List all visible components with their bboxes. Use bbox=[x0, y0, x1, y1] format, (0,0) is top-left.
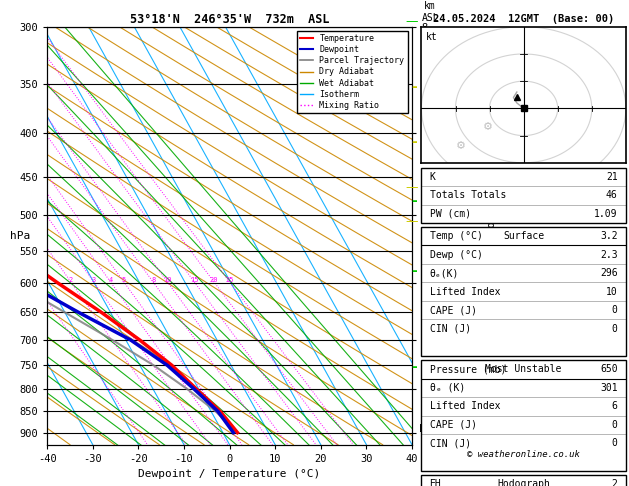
Text: 6: 6 bbox=[612, 401, 618, 411]
Text: Lifted Index: Lifted Index bbox=[430, 401, 500, 411]
Text: ⚙: ⚙ bbox=[483, 122, 493, 132]
Text: 4: 4 bbox=[109, 277, 113, 283]
FancyBboxPatch shape bbox=[421, 168, 626, 223]
X-axis label: Dewpoint / Temperature (°C): Dewpoint / Temperature (°C) bbox=[138, 469, 321, 479]
Text: θₑ(K): θₑ(K) bbox=[430, 268, 459, 278]
Text: 25: 25 bbox=[226, 277, 234, 283]
Text: 21: 21 bbox=[606, 172, 618, 182]
Text: 10: 10 bbox=[164, 277, 172, 283]
Text: 301: 301 bbox=[600, 383, 618, 393]
Text: Pressure (mb): Pressure (mb) bbox=[430, 364, 506, 374]
Text: LCL: LCL bbox=[419, 424, 437, 434]
Text: 1.09: 1.09 bbox=[594, 209, 618, 219]
Text: K: K bbox=[430, 172, 435, 182]
Text: 3.2: 3.2 bbox=[600, 231, 618, 241]
Text: —: — bbox=[406, 16, 418, 28]
Text: EH: EH bbox=[430, 479, 442, 486]
Text: 3: 3 bbox=[92, 277, 96, 283]
Text: -: - bbox=[411, 136, 417, 149]
Text: 650: 650 bbox=[600, 364, 618, 374]
Text: 2.3: 2.3 bbox=[600, 250, 618, 260]
Text: Totals Totals: Totals Totals bbox=[430, 191, 506, 200]
Text: kt: kt bbox=[426, 32, 437, 42]
Text: -: - bbox=[411, 264, 417, 278]
Text: 0: 0 bbox=[612, 305, 618, 315]
Text: 46: 46 bbox=[606, 191, 618, 200]
Text: 0: 0 bbox=[612, 438, 618, 448]
Title: 53°18'N  246°35'W  732m  ASL: 53°18'N 246°35'W 732m ASL bbox=[130, 13, 330, 26]
Text: 296: 296 bbox=[600, 268, 618, 278]
Text: Hodograph: Hodograph bbox=[497, 479, 550, 486]
Text: Dewp (°C): Dewp (°C) bbox=[430, 250, 482, 260]
Text: CIN (J): CIN (J) bbox=[430, 438, 470, 448]
Text: Surface: Surface bbox=[503, 231, 544, 241]
Legend: Temperature, Dewpoint, Parcel Trajectory, Dry Adiabat, Wet Adiabat, Isotherm, Mi: Temperature, Dewpoint, Parcel Trajectory… bbox=[297, 31, 408, 113]
Text: 20: 20 bbox=[210, 277, 218, 283]
Text: Temp (°C): Temp (°C) bbox=[430, 231, 482, 241]
Text: ⚙: ⚙ bbox=[455, 141, 465, 151]
Text: © weatheronline.co.uk: © weatheronline.co.uk bbox=[467, 450, 580, 459]
Text: 24.05.2024  12GMT  (Base: 00): 24.05.2024 12GMT (Base: 00) bbox=[433, 14, 615, 24]
Text: —: — bbox=[406, 0, 418, 4]
Text: 15: 15 bbox=[190, 277, 199, 283]
Text: CAPE (J): CAPE (J) bbox=[430, 420, 477, 430]
Text: Most Unstable: Most Unstable bbox=[486, 364, 562, 374]
Text: —: — bbox=[406, 215, 418, 227]
Text: PW (cm): PW (cm) bbox=[430, 209, 470, 219]
Text: 2: 2 bbox=[69, 277, 73, 283]
FancyBboxPatch shape bbox=[421, 360, 626, 471]
Text: Lifted Index: Lifted Index bbox=[430, 287, 500, 296]
Text: -: - bbox=[411, 194, 417, 208]
Text: -: - bbox=[411, 360, 417, 374]
Text: Mixing Ratio (g/kg): Mixing Ratio (g/kg) bbox=[487, 180, 498, 292]
Text: 2: 2 bbox=[612, 479, 618, 486]
Text: 10: 10 bbox=[606, 287, 618, 296]
Text: 0: 0 bbox=[612, 420, 618, 430]
Text: CIN (J): CIN (J) bbox=[430, 324, 470, 333]
Text: hPa: hPa bbox=[9, 231, 30, 241]
Text: 0: 0 bbox=[612, 324, 618, 333]
Text: CAPE (J): CAPE (J) bbox=[430, 305, 477, 315]
Text: -: - bbox=[411, 80, 417, 94]
Text: —: — bbox=[406, 181, 418, 193]
Text: km
ASL: km ASL bbox=[421, 1, 439, 22]
FancyBboxPatch shape bbox=[421, 227, 626, 356]
FancyBboxPatch shape bbox=[421, 475, 626, 486]
Text: θₑ (K): θₑ (K) bbox=[430, 383, 465, 393]
Text: 5: 5 bbox=[122, 277, 126, 283]
Text: 8: 8 bbox=[151, 277, 155, 283]
